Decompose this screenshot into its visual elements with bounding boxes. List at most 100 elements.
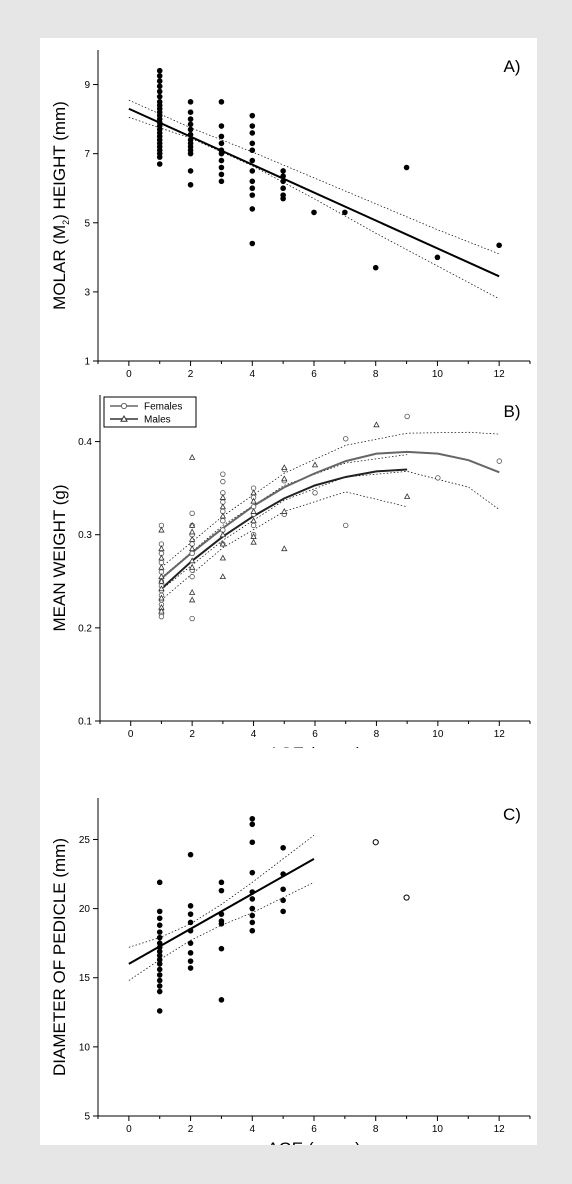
y-tick-label: 0.2 <box>78 623 92 634</box>
data-point <box>156 154 163 160</box>
data-point-male <box>219 573 227 580</box>
data-point <box>496 242 502 249</box>
data-point-male <box>311 461 319 468</box>
data-point <box>249 112 256 119</box>
data-point <box>249 192 256 198</box>
data-point <box>156 908 163 915</box>
data-point <box>249 147 256 154</box>
data-point <box>156 940 163 946</box>
data-point-male <box>158 577 165 584</box>
legend-label: Females <box>144 402 182 413</box>
data-point <box>187 99 194 105</box>
data-point <box>156 972 163 978</box>
figure-panel: 02468101213579AGE (years)MOLAR (M2) HEIG… <box>40 38 537 1145</box>
data-point <box>187 109 194 115</box>
data-point <box>156 73 163 79</box>
data-point <box>218 123 225 129</box>
y-tick-label: 20 <box>79 904 91 915</box>
data-point-female <box>404 413 410 420</box>
y-tick-label: 0.1 <box>78 717 92 728</box>
data-point-male <box>188 563 196 570</box>
data-point <box>218 140 225 147</box>
y-axis-label: MEAN WEIGHT (g) <box>50 484 69 631</box>
data-point <box>249 178 256 185</box>
x-tick-label: 0 <box>128 729 134 740</box>
data-point-male <box>219 503 227 510</box>
y-axis-label-part: MOLAR (M <box>50 225 69 310</box>
y-tick-label: 3 <box>84 287 90 298</box>
data-point <box>249 157 256 164</box>
data-point <box>249 140 256 147</box>
legend-marker-triangle <box>120 414 128 422</box>
ci-lower-line <box>128 882 315 981</box>
ci-band-line <box>161 454 408 578</box>
data-point <box>187 940 194 946</box>
data-point-female <box>343 436 349 442</box>
ci-lower-line <box>128 117 500 300</box>
y-tick-label: 5 <box>84 218 90 229</box>
data-point-male <box>158 554 165 561</box>
data-point <box>280 195 286 202</box>
data-point-male <box>250 538 257 545</box>
y-tick-label: 10 <box>79 1042 91 1053</box>
data-point <box>187 168 194 174</box>
data-point-female <box>189 550 195 557</box>
y-axis-label-subscript: 2 <box>61 220 71 225</box>
data-point <box>156 88 163 95</box>
data-point <box>156 983 163 989</box>
data-point <box>187 150 194 157</box>
data-point-female <box>220 471 226 477</box>
data-point <box>218 164 225 171</box>
data-point-female <box>312 490 318 496</box>
data-point-female <box>158 613 165 620</box>
data-point <box>218 133 225 140</box>
data-point <box>403 164 410 171</box>
data-point <box>311 209 317 216</box>
y-axis-label: DIAMETER OF PEDICLE (mm) <box>50 838 69 1076</box>
chart-c-pedicle-diameter: 0 2 4 6 8 10 12 5 10 15 20 25 AGE (years) DIAMETER OF… <box>50 798 531 1145</box>
data-point <box>156 961 163 967</box>
data-point <box>156 966 163 973</box>
legend-label: Males <box>144 415 171 426</box>
data-point-male <box>188 535 196 542</box>
data-point <box>156 161 163 167</box>
ci-band-line <box>161 471 500 590</box>
data-point <box>156 977 163 984</box>
x-tick-label: 10 <box>432 369 444 380</box>
data-point <box>156 948 163 955</box>
data-point <box>187 927 194 934</box>
outlier-point <box>403 894 410 901</box>
y-tick-label: 1 <box>84 357 90 368</box>
data-point <box>218 945 225 952</box>
data-point <box>280 886 286 893</box>
data-point <box>249 896 256 902</box>
x-tick-label: 6 <box>311 369 317 380</box>
data-point-male <box>158 607 165 614</box>
regression-line <box>128 107 500 278</box>
data-point <box>280 844 286 851</box>
y-tick-label: 25 <box>79 835 91 846</box>
data-point-male <box>188 557 196 564</box>
data-point <box>249 206 256 212</box>
panel-label: B) <box>504 402 521 421</box>
data-point <box>187 126 194 133</box>
data-point <box>342 209 348 216</box>
data-point <box>156 929 163 935</box>
y-tick-label: 5 <box>84 1112 90 1123</box>
data-point <box>249 912 256 919</box>
data-point <box>156 67 163 74</box>
data-point-male <box>403 493 411 499</box>
legend: Females Males <box>103 396 197 428</box>
y-axis-label-part: ) HEIGHT (mm) <box>50 101 69 220</box>
x-tick-label: 6 <box>311 1124 317 1135</box>
data-point <box>249 240 256 247</box>
data-point <box>218 911 225 917</box>
data-point <box>249 821 256 828</box>
legend-box <box>103 396 197 428</box>
x-tick-label: 4 <box>251 729 257 740</box>
data-point-female <box>250 522 257 529</box>
data-point-male <box>188 521 196 528</box>
data-point <box>218 921 225 927</box>
data-point <box>218 171 225 178</box>
data-point-female <box>189 615 195 622</box>
